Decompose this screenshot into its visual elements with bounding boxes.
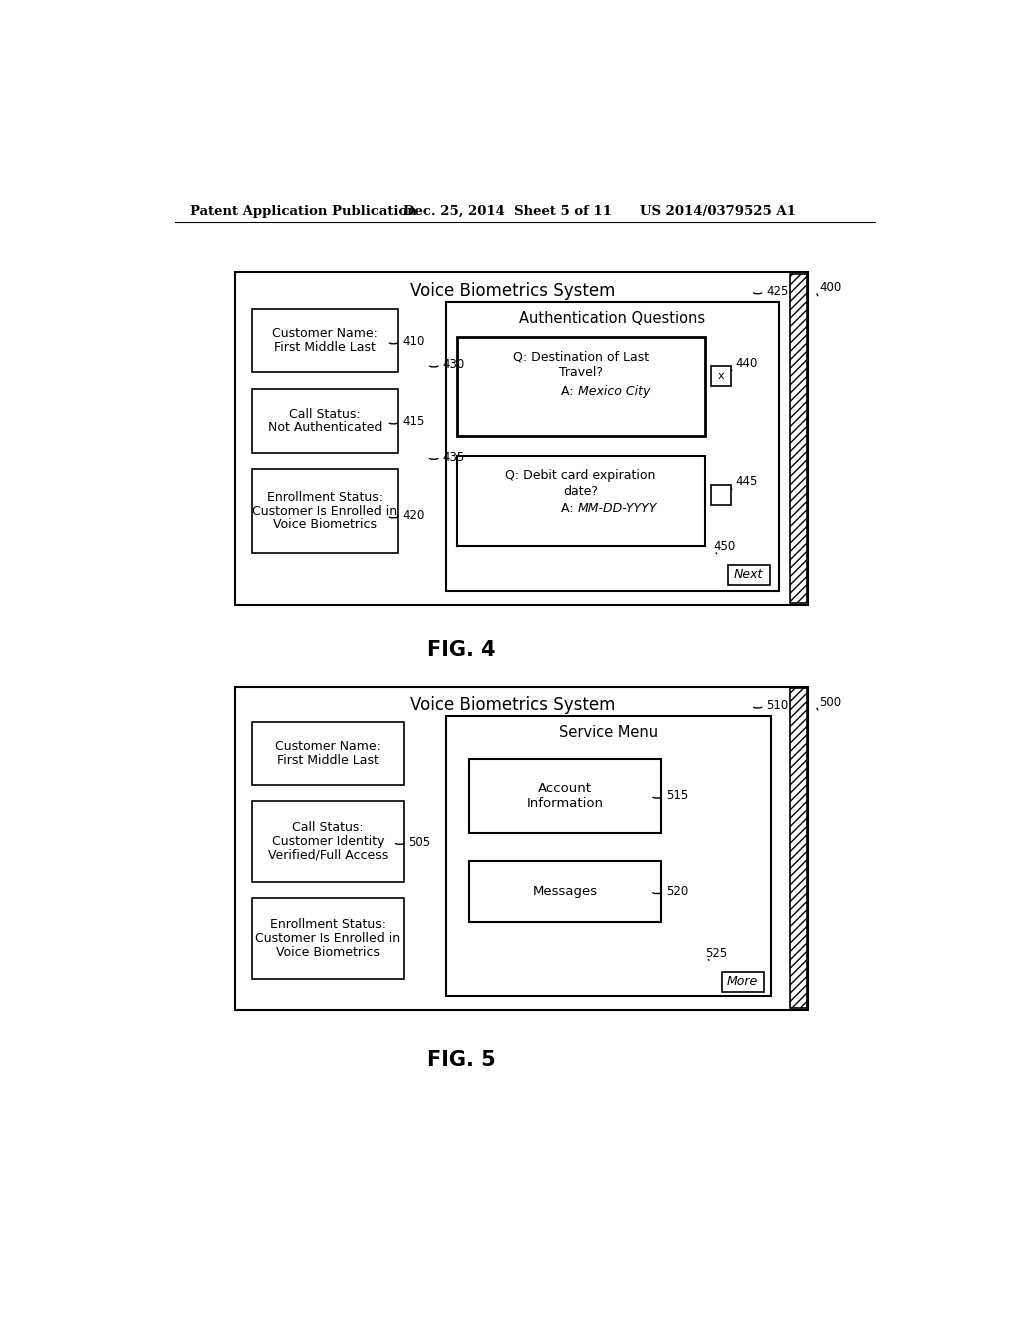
Text: Q: Destination of Last: Q: Destination of Last [513, 351, 648, 364]
Bar [711, 367, 731, 387]
Bar [252, 389, 397, 453]
Bar [252, 470, 397, 553]
Text: x: x [718, 371, 724, 381]
Text: 420: 420 [402, 510, 425, 523]
Bar [234, 272, 809, 605]
Text: Verified/Full Access: Verified/Full Access [268, 849, 388, 862]
Text: 500: 500 [819, 696, 842, 709]
Text: A:: A: [561, 502, 578, 515]
Text: Enrollment Status:: Enrollment Status: [270, 917, 386, 931]
Text: 400: 400 [819, 281, 842, 294]
Text: 515: 515 [666, 789, 688, 803]
Bar [457, 337, 705, 436]
Text: Dec. 25, 2014  Sheet 5 of 11: Dec. 25, 2014 Sheet 5 of 11 [403, 205, 612, 218]
Text: Information: Information [526, 797, 603, 810]
Text: Service Menu: Service Menu [559, 725, 658, 741]
Text: Voice Biometrics: Voice Biometrics [272, 519, 377, 532]
Text: Enrollment Status:: Enrollment Status: [267, 491, 383, 504]
Text: First Middle Last: First Middle Last [278, 754, 379, 767]
Text: 445: 445 [735, 475, 758, 488]
Text: 505: 505 [409, 836, 431, 849]
Text: FIG. 5: FIG. 5 [427, 1051, 496, 1071]
Bar [711, 484, 731, 506]
Text: Customer Is Enrolled in: Customer Is Enrolled in [252, 504, 397, 517]
Bar [252, 309, 397, 372]
Text: 410: 410 [402, 335, 425, 348]
Text: Account: Account [538, 781, 592, 795]
Bar [469, 861, 662, 923]
Bar [445, 715, 771, 997]
Text: A:: A: [561, 385, 578, 397]
Text: Customer Is Enrolled in: Customer Is Enrolled in [255, 932, 400, 945]
Bar [790, 688, 807, 1008]
Bar [790, 275, 807, 603]
Text: Not Authenticated: Not Authenticated [267, 421, 382, 434]
Text: 415: 415 [402, 416, 425, 428]
Text: Travel?: Travel? [559, 367, 602, 379]
Text: Customer Name:: Customer Name: [272, 327, 378, 341]
Text: 510: 510 [767, 700, 788, 713]
Text: Voice Biometrics: Voice Biometrics [275, 945, 380, 958]
Text: Next: Next [734, 569, 764, 582]
Text: US 2014/0379525 A1: US 2014/0379525 A1 [640, 205, 796, 218]
Bar [457, 455, 705, 546]
Text: 440: 440 [735, 356, 758, 370]
Text: First Middle Last: First Middle Last [273, 342, 376, 354]
Text: Voice Biometrics System: Voice Biometrics System [410, 696, 615, 714]
Text: date?: date? [563, 484, 598, 498]
Bar [445, 302, 779, 591]
Text: 425: 425 [767, 285, 788, 298]
Bar [469, 759, 662, 833]
Text: Customer Name:: Customer Name: [275, 741, 381, 754]
Text: FIG. 4: FIG. 4 [427, 640, 496, 660]
Text: Customer Identity: Customer Identity [271, 834, 384, 847]
Text: Authentication Questions: Authentication Questions [519, 312, 706, 326]
Text: MM-DD-YYYY: MM-DD-YYYY [578, 502, 656, 515]
Bar [234, 686, 809, 1010]
Text: 525: 525 [706, 946, 728, 960]
Bar [252, 722, 403, 785]
Text: Patent Application Publication: Patent Application Publication [190, 205, 417, 218]
Text: Call Status:: Call Status: [289, 408, 360, 421]
Text: Call Status:: Call Status: [292, 821, 364, 834]
Text: 520: 520 [666, 884, 688, 898]
Bar [252, 800, 403, 882]
Text: More: More [727, 975, 758, 989]
Text: Messages: Messages [532, 884, 598, 898]
Text: Mexico City: Mexico City [578, 385, 650, 397]
Bar [728, 565, 770, 585]
Text: 450: 450 [713, 540, 735, 553]
Text: 430: 430 [442, 358, 465, 371]
Bar [252, 898, 403, 979]
Text: 435: 435 [442, 450, 465, 463]
Bar [722, 972, 764, 991]
Text: Q: Debit card expiration: Q: Debit card expiration [506, 470, 655, 483]
Text: Voice Biometrics System: Voice Biometrics System [410, 281, 615, 300]
